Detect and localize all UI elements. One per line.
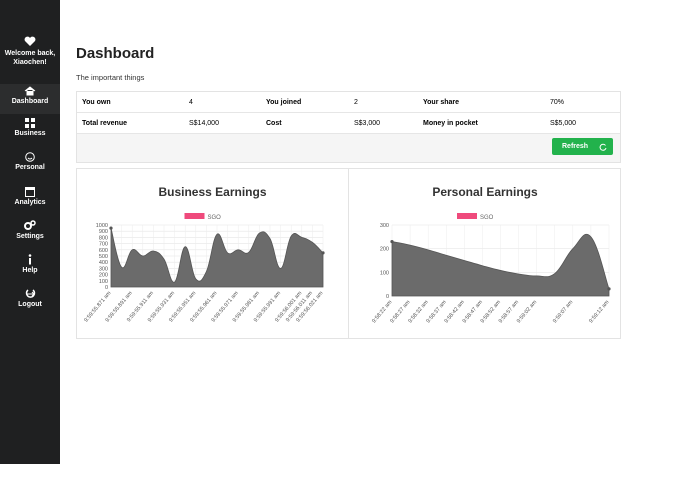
cell-value: S$14,000 xyxy=(184,112,261,134)
area xyxy=(110,227,324,288)
nav-item[interactable]: Logout xyxy=(0,288,60,308)
refresh-button[interactable]: Refresh xyxy=(552,138,613,155)
legend-swatch xyxy=(457,213,477,219)
cell-key: Cost xyxy=(261,112,349,134)
chart-title: Business Earnings xyxy=(158,185,266,199)
cell-value: 4 xyxy=(184,92,261,113)
summary-row: Total revenue S$14,000 Cost S$3,000 Mone… xyxy=(77,112,620,134)
cell-value: 70% xyxy=(545,92,620,113)
cell-key: You joined xyxy=(261,92,349,113)
nav-item[interactable]: Help xyxy=(0,254,60,274)
area xyxy=(391,233,610,297)
summary-panel: You own 4 You joined 2 Your share 70% To… xyxy=(76,91,621,163)
button-label: Refresh xyxy=(562,143,589,150)
nav-item[interactable]: Business xyxy=(0,118,60,137)
chart: Business Earnings SGO 01002003004005006007… xyxy=(83,185,325,324)
nav-item[interactable]: Analytics xyxy=(0,186,60,206)
nav-label: Help xyxy=(22,267,38,274)
legend-swatch xyxy=(184,213,205,219)
welcome: Welcome back, Xiaochen! xyxy=(0,36,60,67)
page-title: Dashboard xyxy=(76,45,155,62)
refresh-icon xyxy=(599,143,607,151)
nav-label: Analytics xyxy=(14,199,46,206)
cell-value: S$5,000 xyxy=(545,112,620,134)
summary-table: You own 4 You joined 2 Your share 70% To… xyxy=(77,92,620,134)
y-tick-label: 600 xyxy=(99,248,108,254)
y-tick-label: 300 xyxy=(99,266,108,272)
y-tick-label: 200 xyxy=(99,273,108,279)
cell-key: Total revenue xyxy=(77,112,184,134)
nav-item[interactable]: Personal xyxy=(0,152,60,171)
cell-key: Your share xyxy=(418,92,545,113)
end-point xyxy=(607,287,611,291)
y-tick-label: 100 xyxy=(380,270,389,276)
y-tick-label: 200 xyxy=(380,247,389,253)
calendar-icon xyxy=(25,187,35,197)
info-icon xyxy=(28,254,32,265)
y-tick-label: 800 xyxy=(99,235,108,241)
smile-icon xyxy=(25,152,35,162)
cog-icon xyxy=(24,220,36,230)
nav-item[interactable]: Settings xyxy=(0,220,60,240)
legend-label: SGO xyxy=(208,215,222,221)
y-tick-label: 0 xyxy=(386,294,389,300)
cell-key: You own xyxy=(77,92,184,113)
nav-item[interactable]: Dashboard xyxy=(0,84,60,114)
heart-icon xyxy=(24,36,36,46)
y-tick-label: 300 xyxy=(380,223,389,229)
charts-panel: Business Earnings SGO 0 100 200 300 400 500 600 7… xyxy=(76,168,621,339)
home-icon xyxy=(24,86,36,96)
y-tick-label: 500 xyxy=(99,254,108,260)
cell-value: 2 xyxy=(349,92,418,113)
y-tick-label: 700 xyxy=(99,242,108,248)
end-point xyxy=(321,251,325,255)
chart-title: Personal Earnings xyxy=(432,185,538,199)
nav-label: Logout xyxy=(18,301,42,308)
cell-value: S$3,000 xyxy=(349,112,418,134)
cell-key: Money in pocket xyxy=(418,112,545,134)
y-tick-label: 900 xyxy=(99,229,108,235)
y-tick-label: 0 xyxy=(105,285,108,291)
x-tick-label: 9:59:07 am xyxy=(552,299,575,324)
legend-label: SGO xyxy=(480,215,494,221)
y-tick-label: 1000 xyxy=(96,223,108,229)
page-subtitle: The important things xyxy=(76,73,145,82)
logout-icon xyxy=(25,289,36,298)
y-tick-label: 100 xyxy=(99,279,108,285)
y-tick-label: 400 xyxy=(99,260,108,266)
nav-label: Business xyxy=(14,130,46,137)
end-point xyxy=(390,239,394,244)
sidebar: Welcome back, Xiaochen! Dashboard Busine… xyxy=(0,0,60,464)
nav-label: Personal xyxy=(15,164,45,171)
summary-row: You own 4 You joined 2 Your share 70% xyxy=(77,92,620,113)
grid-icon xyxy=(25,118,35,128)
x-tick-label: 9:59:12 am xyxy=(588,299,611,324)
nav-label: Dashboard xyxy=(11,98,49,105)
welcome-text: Welcome back, Xiaochen! xyxy=(4,50,56,66)
end-point xyxy=(109,226,113,230)
nav-label: Settings xyxy=(16,233,44,240)
